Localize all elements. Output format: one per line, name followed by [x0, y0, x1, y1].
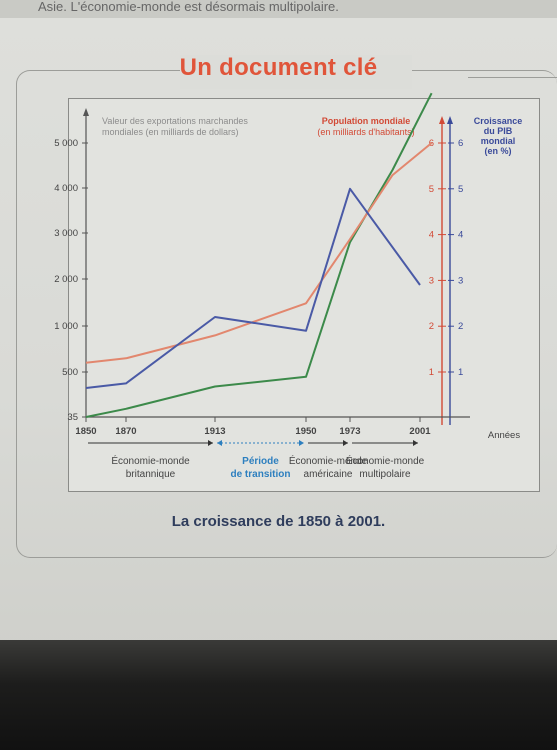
blue-tick-label: 3 — [458, 275, 463, 286]
period-label: Période — [242, 456, 279, 467]
blue-axis-label: (en %) — [485, 146, 512, 156]
series-line-population — [85, 142, 433, 364]
blue-tick-label: 5 — [458, 184, 463, 195]
period-label: Économie-monde — [289, 454, 368, 467]
left-axis-label: mondiales (en milliards de dollars) — [102, 127, 239, 137]
left-tick-label: 1 000 — [54, 321, 78, 332]
red-tick-label: 2 — [429, 321, 434, 332]
x-tick-label: 1870 — [115, 426, 136, 437]
x-axis: 1850 1870 1913 1950 1973 2001 Années — [75, 416, 520, 441]
red-tick-label: 5 — [429, 184, 434, 195]
period-label: Économie-monde — [111, 454, 190, 467]
x-axis-label: Années — [488, 430, 520, 441]
series-line-exports — [85, 92, 433, 418]
dark-background — [0, 640, 557, 750]
period-arrow-head — [299, 440, 304, 446]
period-label: de transition — [230, 469, 290, 480]
red-tick-label: 3 — [429, 275, 434, 286]
left-tick-label: 35 — [67, 412, 78, 423]
period-annotations: Économie-monde britannique Période de trans… — [88, 440, 425, 480]
left-tick-label: 3 000 — [54, 228, 78, 239]
period-label: britannique — [126, 469, 176, 480]
x-tick-label: 1973 — [339, 426, 360, 437]
blue-tick-label: 1 — [458, 367, 463, 378]
period-label: multipolaire — [359, 469, 411, 480]
red-tick-label: 1 — [429, 367, 434, 378]
previous-text: Asie. L'économie-monde est désormais mul… — [38, 0, 339, 14]
blue-tick-label: 2 — [458, 321, 463, 332]
left-tick-label: 5 000 — [54, 138, 78, 149]
period-arrow-head — [343, 440, 348, 446]
chart-frame — [68, 98, 540, 492]
x-tick-label: 1913 — [204, 426, 225, 437]
series-line-gdp_growth — [85, 187, 421, 389]
left-tick-label: 2 000 — [54, 274, 78, 285]
period-arrow-head — [208, 440, 213, 446]
blue-tick-label: 6 — [458, 138, 463, 149]
heading-background — [180, 55, 412, 89]
left-tick-label: 4 000 — [54, 183, 78, 194]
x-tick-label: 1850 — [75, 426, 96, 437]
x-tick-label: 2001 — [409, 426, 431, 437]
period-arrow-tail — [217, 440, 222, 446]
period-label: américaine — [304, 469, 353, 480]
left-tick-label: 500 — [62, 367, 78, 378]
blue-axis-label: du PIB — [484, 126, 513, 136]
heading-rule — [468, 77, 557, 78]
blue-tick-label: 4 — [458, 230, 463, 241]
red-axis-arrow — [439, 116, 445, 124]
period-arrow-head — [413, 440, 418, 446]
chart-caption: La croissance de 1850 à 2001. — [171, 513, 386, 530]
left-axis-label: Valeur des exportations marchandes — [102, 116, 248, 126]
red-axis-label: Population mondiale — [322, 116, 411, 126]
right-axes: 1 2 3 4 5 6 Population mondiale(en milliards d… — [317, 116, 522, 425]
period-label: Économie-monde — [346, 454, 425, 467]
previous-text-fragment: Asie. L'économie-monde est désormais mul… — [0, 0, 557, 22]
blue-axis-arrow — [447, 116, 453, 124]
left-axis: 35 500 1 000 2 000 3 000 4 000 5 000 Valeur des… — [54, 108, 248, 423]
blue-axis-label: mondial — [481, 136, 516, 146]
x-tick-label: 1950 — [295, 426, 316, 437]
blue-axis-label: Croissance — [474, 116, 523, 126]
document-heading: Un document clé — [179, 54, 378, 81]
red-axis-label: (en milliards d'habitants) — [317, 127, 414, 137]
red-tick-label: 4 — [429, 230, 434, 241]
left-axis-arrow — [83, 108, 89, 116]
series-lines — [85, 92, 433, 418]
